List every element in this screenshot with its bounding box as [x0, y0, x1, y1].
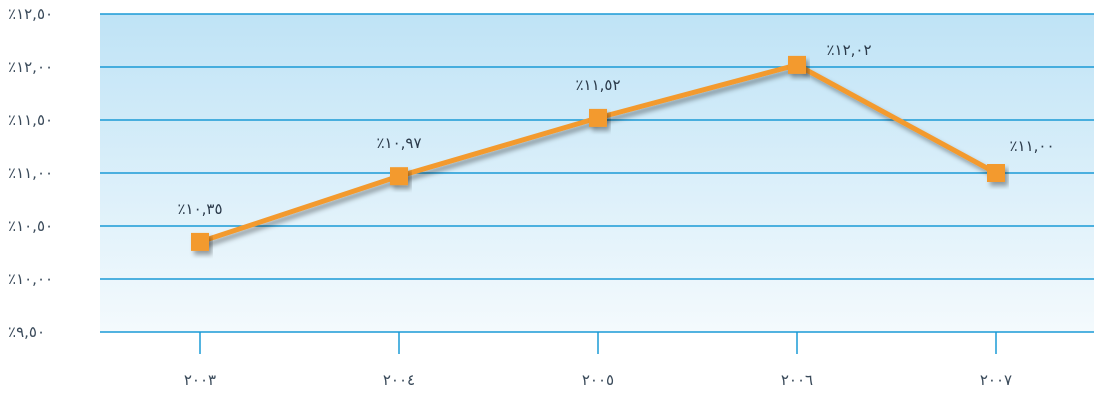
series-group	[191, 55, 1005, 251]
data-label: ٪١٠,٩٧	[376, 134, 421, 152]
x-axis: ٢٠٠٣ ٢٠٠٤ ٢٠٠٥ ٢٠٠٦ ٢٠٠٧	[184, 332, 1012, 389]
data-label: ٪١٢,٠٢	[826, 41, 871, 59]
x-tick-label: ٢٠٠٣	[184, 371, 216, 389]
x-tick-label: ٢٠٠٤	[383, 371, 415, 389]
y-tick-label: ٪٩,٥٠	[8, 323, 45, 341]
y-tick-label: ٪١١,٥٠	[8, 111, 53, 129]
grid-lines	[100, 13, 1094, 333]
x-tick-label: ٢٠٠٧	[980, 371, 1012, 389]
data-point-marker	[987, 164, 1005, 182]
data-point-marker	[788, 55, 806, 74]
y-tick-label: ٪١٠,٠٠	[8, 270, 53, 288]
data-label: ٪١١,٥٢	[575, 76, 620, 94]
data-point-marker	[589, 108, 607, 127]
x-tick-label: ٢٠٠٦	[781, 371, 813, 389]
data-label: ٪١٠,٣٥	[177, 200, 222, 218]
data-point-marker	[191, 232, 209, 251]
y-tick-label: ٪١١,٠٠	[8, 164, 53, 182]
x-tick-label: ٢٠٠٥	[582, 371, 614, 389]
y-tick-label: ٪١٢,٠٠	[8, 58, 53, 76]
data-label: ٪١١,٠٠	[1009, 137, 1054, 155]
y-tick-label: ٪١٠,٥٠	[8, 217, 53, 235]
data-labels: ٪١٠,٣٥ ٪١٠,٩٧ ٪١١,٥٢ ٪١٢,٠٢ ٪١١,٠٠	[177, 41, 1054, 218]
y-tick-label: ٪١٢,٥٠	[8, 5, 53, 23]
data-point-marker	[390, 167, 408, 186]
y-axis: ٪٩,٥٠ ٪١٠,٠٠ ٪١٠,٥٠ ٪١١,٠٠ ٪١١,٥٠ ٪١٢,٠٠ ٪١٢,٥…	[8, 5, 53, 341]
